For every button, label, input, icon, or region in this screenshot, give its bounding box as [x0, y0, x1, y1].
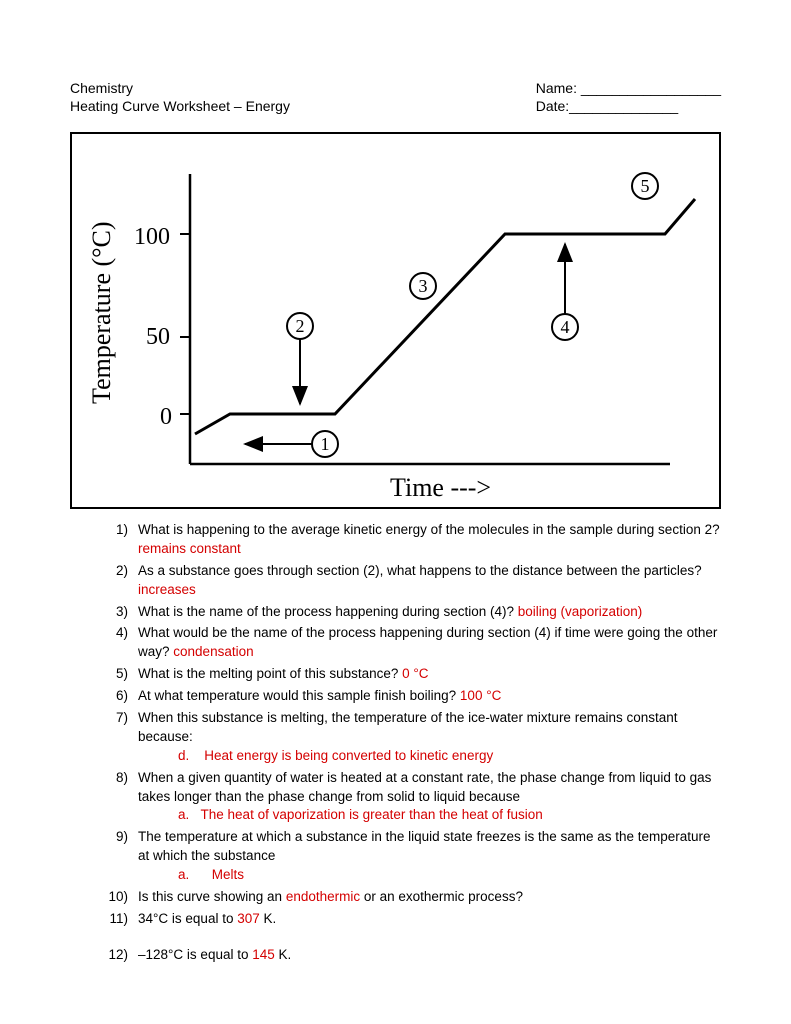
question-8: 8) When a given quantity of water is hea… — [100, 769, 721, 826]
q-body: –128°C is equal to 145 K. — [138, 946, 721, 965]
heating-curve-chart: Temperature (°C) 100 50 0 Time ---> — [70, 132, 721, 509]
question-3: 3) What is the name of the process happe… — [100, 603, 721, 622]
q-num: 11) — [100, 910, 138, 929]
questions-list: 1) What is happening to the average kine… — [70, 521, 721, 965]
q-answer: increases — [138, 582, 196, 597]
q-body: What would be the name of the process ha… — [138, 624, 721, 662]
q-text: As a substance goes through section (2),… — [138, 563, 702, 578]
date-field: Date:______________ — [536, 98, 721, 114]
q-body: 34°C is equal to 307 K. — [138, 910, 721, 929]
sub-letter: a. — [178, 807, 189, 822]
q-text: 34°C is equal to — [138, 911, 237, 926]
header-right: Name: __________________ Date:__________… — [536, 80, 721, 114]
q-text-post: K. — [275, 947, 292, 962]
q-body: Is this curve showing an endothermic or … — [138, 888, 721, 907]
q-num: 2) — [100, 562, 138, 600]
question-4: 4) What would be the name of the process… — [100, 624, 721, 662]
sub-letter: d. — [178, 748, 189, 763]
marker-3-label: 3 — [419, 276, 428, 296]
q-body: When a given quantity of water is heated… — [138, 769, 721, 826]
header: Chemistry Heating Curve Worksheet – Ener… — [70, 80, 721, 114]
q-answer: 0 °C — [402, 666, 428, 681]
q-text: At what temperature would this sample fi… — [138, 688, 460, 703]
q-num: 7) — [100, 709, 138, 766]
q-answer: 307 — [237, 911, 260, 926]
marker-2-label: 2 — [296, 316, 305, 336]
q-num: 3) — [100, 603, 138, 622]
marker-5-label: 5 — [641, 176, 650, 196]
q-body: At what temperature would this sample fi… — [138, 687, 721, 706]
q-text: Is this curve showing an — [138, 889, 286, 904]
question-10: 10) Is this curve showing an endothermic… — [100, 888, 721, 907]
q-body: What is the melting point of this substa… — [138, 665, 721, 684]
question-2: 2) As a substance goes through section (… — [100, 562, 721, 600]
q-num: 12) — [100, 946, 138, 965]
name-field: Name: __________________ — [536, 80, 721, 96]
sub-answer: The heat of vaporization is greater than… — [201, 807, 543, 822]
q-answer: 100 °C — [460, 688, 501, 703]
q-body: When this substance is melting, the temp… — [138, 709, 721, 766]
question-9: 9) The temperature at which a substance … — [100, 828, 721, 885]
q-sub: d. Heat energy is being converted to kin… — [138, 747, 721, 766]
marker-4-label: 4 — [561, 317, 570, 337]
q-text: When a given quantity of water is heated… — [138, 770, 711, 804]
q-text-post: K. — [260, 911, 277, 926]
question-6: 6) At what temperature would this sample… — [100, 687, 721, 706]
x-axis-label: Time ---> — [390, 473, 491, 502]
q-text: What is happening to the average kinetic… — [138, 522, 720, 537]
q-num: 9) — [100, 828, 138, 885]
q-sub: a. The heat of vaporization is greater t… — [138, 806, 721, 825]
q-text: What is the name of the process happenin… — [138, 604, 518, 619]
q-text: When this substance is melting, the temp… — [138, 710, 678, 744]
question-7: 7) When this substance is melting, the t… — [100, 709, 721, 766]
q-body: As a substance goes through section (2),… — [138, 562, 721, 600]
q-body: What is the name of the process happenin… — [138, 603, 721, 622]
question-5: 5) What is the melting point of this sub… — [100, 665, 721, 684]
q-answer: boiling (vaporization) — [518, 604, 643, 619]
question-12: 12) –128°C is equal to 145 K. — [100, 946, 721, 965]
question-1: 1) What is happening to the average kine… — [100, 521, 721, 559]
sub-answer: Melts — [212, 867, 244, 882]
q-text: –128°C is equal to — [138, 947, 252, 962]
ytick-100: 100 — [134, 224, 170, 250]
q-answer: 145 — [252, 947, 275, 962]
header-left: Chemistry Heating Curve Worksheet – Ener… — [70, 80, 290, 114]
q-num: 4) — [100, 624, 138, 662]
q-num: 5) — [100, 665, 138, 684]
sub-letter: a. — [178, 867, 189, 882]
q-num: 6) — [100, 687, 138, 706]
ytick-50: 50 — [146, 324, 170, 350]
question-11: 11) 34°C is equal to 307 K. — [100, 910, 721, 929]
chart-svg: Temperature (°C) 100 50 0 Time ---> — [90, 144, 700, 504]
q-num: 8) — [100, 769, 138, 826]
sub-answer: Heat energy is being converted to kineti… — [204, 748, 493, 763]
q-sub: a. Melts — [138, 866, 721, 885]
q-text: What is the melting point of this substa… — [138, 666, 402, 681]
heating-curve-line — [195, 199, 695, 434]
q-answer: remains constant — [138, 541, 241, 556]
q-num: 10) — [100, 888, 138, 907]
q-text-post: or an exothermic process? — [360, 889, 523, 904]
q-answer: endothermic — [286, 889, 360, 904]
marker-1-label: 1 — [321, 434, 330, 454]
q-text: The temperature at which a substance in … — [138, 829, 711, 863]
ytick-0: 0 — [160, 404, 172, 430]
spacer — [100, 932, 721, 946]
q-num: 1) — [100, 521, 138, 559]
q-body: The temperature at which a substance in … — [138, 828, 721, 885]
y-axis-label: Temperature (°C) — [90, 221, 116, 404]
q-body: What is happening to the average kinetic… — [138, 521, 721, 559]
worksheet-page: Chemistry Heating Curve Worksheet – Ener… — [0, 0, 791, 1024]
q-answer: condensation — [173, 644, 253, 659]
title: Heating Curve Worksheet – Energy — [70, 98, 290, 114]
subject: Chemistry — [70, 80, 290, 96]
